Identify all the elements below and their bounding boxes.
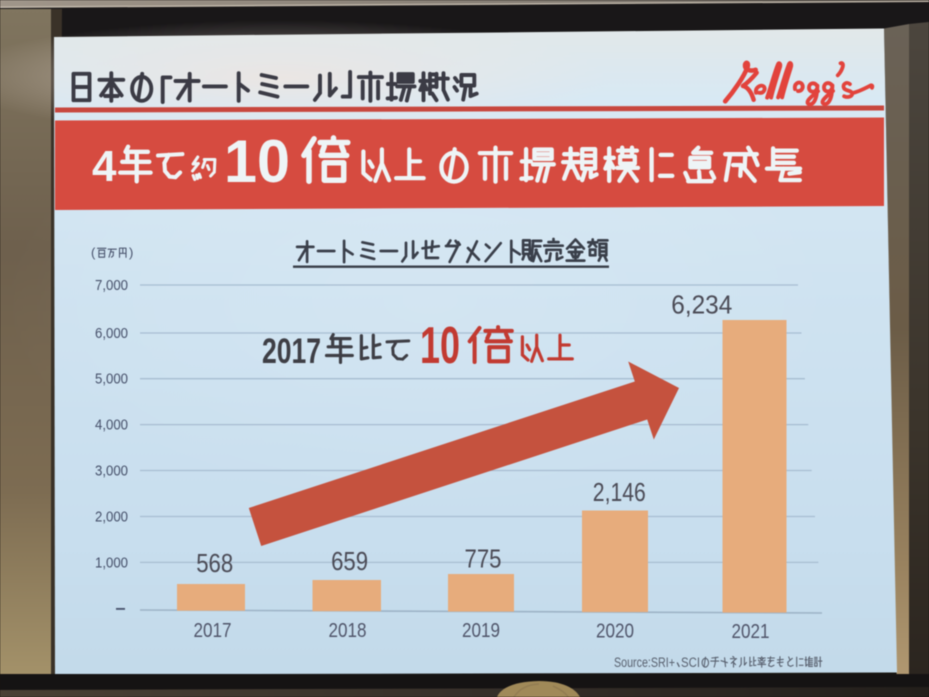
svg-text:2021: 2021 <box>732 621 770 643</box>
svg-text:Source:SRI+: Source:SRI+ <box>614 655 675 670</box>
svg-text:568: 568 <box>196 548 233 578</box>
svg-text:SCI: SCI <box>681 655 700 670</box>
svg-text:2,146: 2,146 <box>593 477 646 507</box>
svg-text:5,000: 5,000 <box>95 372 128 388</box>
svg-text:4,000: 4,000 <box>95 418 128 434</box>
svg-text:775: 775 <box>465 544 502 574</box>
svg-text:2017: 2017 <box>194 620 232 642</box>
svg-text:2,000: 2,000 <box>95 510 128 526</box>
svg-text:2020: 2020 <box>596 621 634 643</box>
svg-text:2017: 2017 <box>262 332 321 371</box>
svg-text:6,000: 6,000 <box>95 326 128 342</box>
svg-text:659: 659 <box>331 546 368 576</box>
svg-text:1,000: 1,000 <box>95 555 128 571</box>
svg-text:7,000: 7,000 <box>95 278 128 294</box>
svg-text:): ) <box>129 245 133 260</box>
svg-text:6,234: 6,234 <box>671 290 732 320</box>
svg-text:(: ( <box>91 245 96 260</box>
svg-text:2018: 2018 <box>329 620 367 642</box>
svg-text:2019: 2019 <box>462 620 500 642</box>
svg-text:3,000: 3,000 <box>95 464 128 480</box>
svg-text:4: 4 <box>92 142 117 191</box>
svg-text:10: 10 <box>224 128 290 195</box>
svg-text:10: 10 <box>420 317 460 375</box>
